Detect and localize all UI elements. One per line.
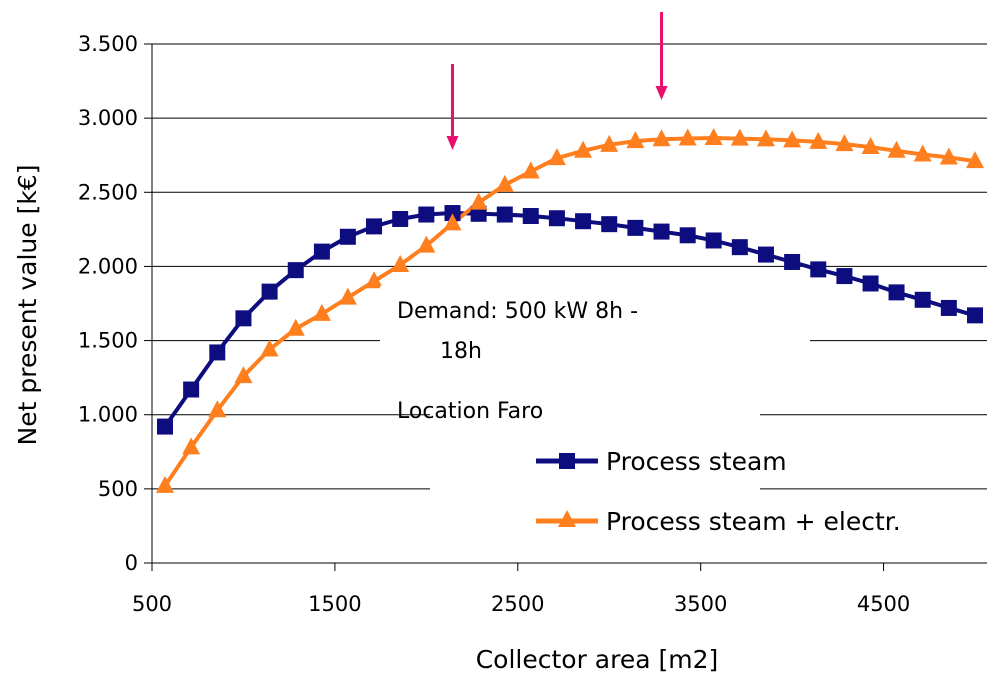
data-point-square xyxy=(522,208,539,225)
data-point-triangle xyxy=(966,151,984,169)
data-point-triangle xyxy=(469,192,488,210)
data-point-triangle xyxy=(155,475,174,493)
data-point-square xyxy=(235,310,252,327)
xtick-label: 4500 xyxy=(857,592,910,616)
data-point-square xyxy=(679,227,696,244)
data-point-square xyxy=(810,261,827,278)
data-point-triangle xyxy=(678,128,697,146)
data-point-square xyxy=(653,223,670,240)
annotation-demand: Demand: 500 kW 8h - xyxy=(397,299,638,324)
data-point-square xyxy=(287,262,304,279)
tick-labels: 0 500 1.000 1.500 2.000 2.500 3.000 3.500 500 150… xyxy=(78,32,910,616)
data-point-square xyxy=(575,213,592,230)
data-point-triangle xyxy=(365,271,384,289)
xtick-label: 3500 xyxy=(674,592,727,616)
ytick-label: 1.500 xyxy=(78,329,138,353)
x-axis-label: Collector area [m2] xyxy=(476,645,719,674)
data-point-square xyxy=(757,246,774,263)
data-point-triangle xyxy=(809,131,828,149)
legend: Process steam Process steam + electr. xyxy=(536,447,901,536)
ytick-label: 500 xyxy=(98,477,138,501)
data-point-triangle xyxy=(286,318,305,336)
data-point-triangle xyxy=(887,140,906,158)
arrow-head xyxy=(655,86,668,100)
annotation-demand-cont: 18h xyxy=(440,339,482,364)
legend-marker-process-steam xyxy=(559,453,575,469)
data-point-triangle xyxy=(521,161,540,179)
data-point-square xyxy=(862,275,879,292)
ytick-label: 1.000 xyxy=(78,403,138,427)
ytick-label: 3.000 xyxy=(78,106,138,130)
data-point-square xyxy=(940,299,957,316)
legend-label-process-steam-electr: Process steam + electr. xyxy=(606,507,901,536)
data-point-square xyxy=(366,218,383,235)
data-point-square xyxy=(418,206,435,223)
data-point-square xyxy=(888,284,905,301)
data-point-triangle xyxy=(443,213,462,231)
ytick-label: 3.500 xyxy=(78,32,138,56)
data-point-triangle xyxy=(730,128,749,146)
data-point-square xyxy=(627,219,644,236)
data-point-square xyxy=(470,205,487,222)
data-point-triangle xyxy=(338,287,357,305)
xtick-label: 500 xyxy=(132,592,172,616)
data-point-square xyxy=(914,291,931,308)
ytick-label: 2.000 xyxy=(78,254,138,278)
data-point-square xyxy=(548,210,565,227)
data-point-square xyxy=(496,206,513,223)
data-point-triangle xyxy=(312,303,331,321)
data-point-triangle xyxy=(495,174,514,192)
data-point-triangle xyxy=(182,437,201,455)
data-point-triangle xyxy=(861,137,880,155)
data-point-triangle xyxy=(417,235,436,253)
legend-label-process-steam: Process steam xyxy=(606,447,787,476)
data-point-square xyxy=(392,210,409,227)
data-point-triangle xyxy=(260,339,279,357)
arrow-head xyxy=(446,136,459,150)
data-point-triangle xyxy=(704,128,723,146)
xtick-label: 2500 xyxy=(491,592,544,616)
xtick-label: 1500 xyxy=(308,592,361,616)
data-point-triangle xyxy=(939,147,958,165)
ytick-label: 0 xyxy=(125,551,138,575)
data-point-triangle xyxy=(391,254,410,272)
highlight-arrows xyxy=(446,12,668,150)
data-point-triangle xyxy=(600,134,619,152)
data-point-square xyxy=(313,243,330,260)
annotation-location: Location Faro xyxy=(397,399,543,424)
data-point-triangle xyxy=(208,400,227,418)
data-point-square xyxy=(183,381,200,398)
data-point-triangle xyxy=(783,130,802,148)
data-point-square xyxy=(731,239,748,256)
data-point-square xyxy=(601,216,618,233)
data-point-triangle xyxy=(574,140,593,158)
y-axis-label: Net present value [k€] xyxy=(13,165,42,446)
ytick-label: 2.500 xyxy=(78,180,138,204)
data-point-triangle xyxy=(913,144,932,162)
data-point-square xyxy=(339,228,356,245)
data-point-square xyxy=(705,232,722,249)
data-point-triangle xyxy=(547,148,566,166)
data-point-square xyxy=(444,205,461,222)
data-point-triangle xyxy=(652,129,671,147)
annotation-background xyxy=(380,286,810,404)
data-point-square xyxy=(156,418,173,435)
data-point-square xyxy=(261,283,278,300)
markers-layer xyxy=(155,128,984,493)
axes xyxy=(144,43,987,571)
data-point-triangle xyxy=(835,134,854,152)
data-point-triangle xyxy=(626,131,645,149)
data-point-square xyxy=(209,344,226,361)
legend-marker-process-steam-electr xyxy=(558,510,576,527)
data-point-triangle xyxy=(756,129,775,147)
data-point-square xyxy=(967,307,983,324)
data-point-triangle xyxy=(234,366,253,384)
data-point-square xyxy=(836,268,853,285)
data-point-square xyxy=(784,253,801,270)
